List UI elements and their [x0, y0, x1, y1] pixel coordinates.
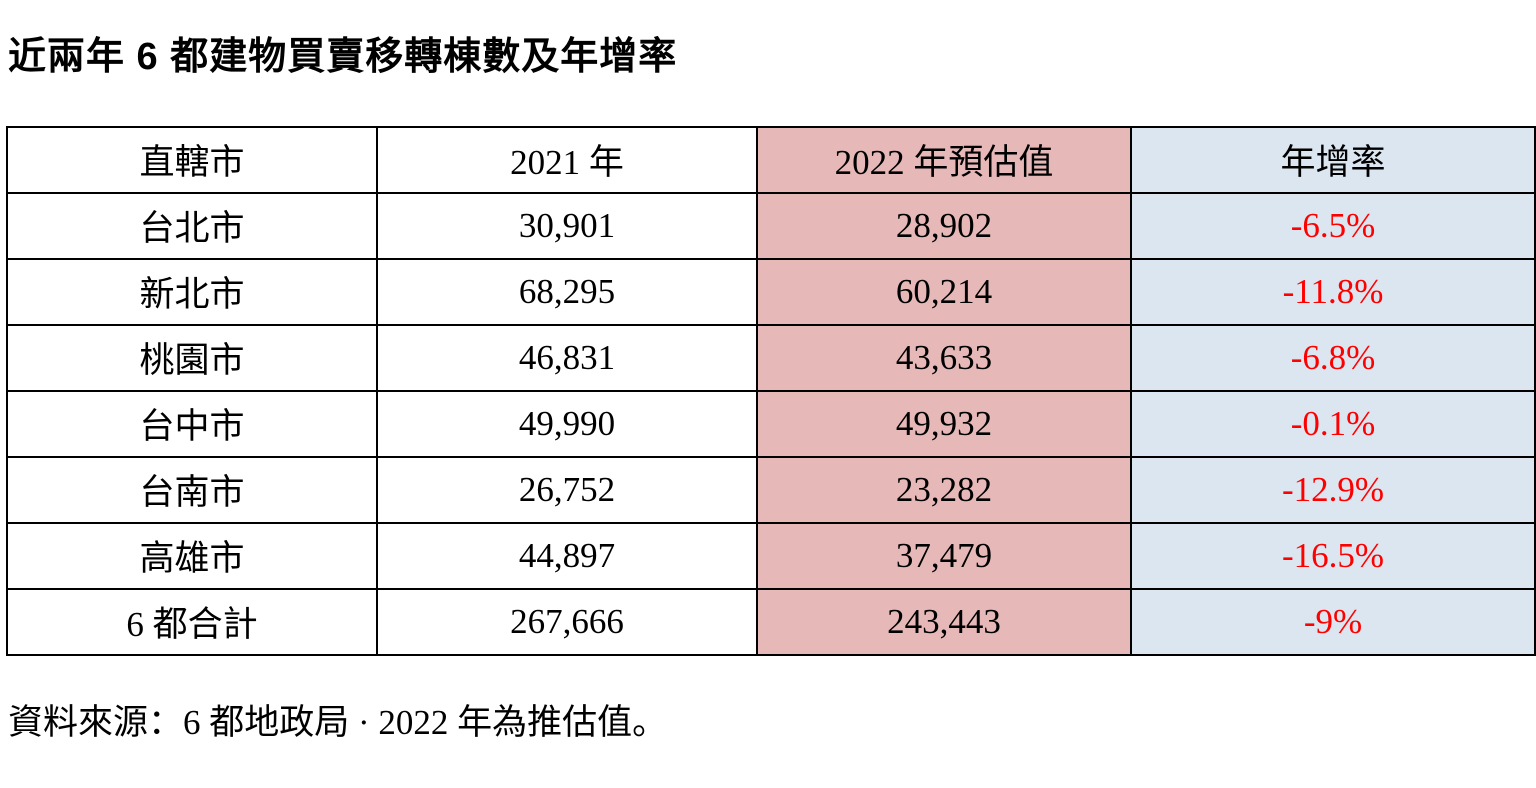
page-title: 近兩年 6 都建物買賣移轉棟數及年增率: [8, 36, 678, 78]
cell-yoy-rate: -9%: [1130, 587, 1536, 656]
cell-2022-estimate: 37,479: [756, 521, 1132, 590]
cell-municipality: 高雄市: [6, 521, 378, 590]
cell-2021: 30,901: [376, 191, 758, 260]
cell-2021: 68,295: [376, 257, 758, 326]
cell-2022-estimate: 23,282: [756, 455, 1132, 524]
cell-municipality: 新北市: [6, 257, 378, 326]
cell-yoy-rate: -11.8%: [1130, 257, 1536, 326]
cell-municipality: 桃園市: [6, 323, 378, 392]
column-header-municipality: 直轄市: [6, 125, 378, 194]
cell-municipality: 台北市: [6, 191, 378, 260]
cell-2021: 49,990: [376, 389, 758, 458]
cell-municipality: 台南市: [6, 455, 378, 524]
source-note: 資料來源：6 都地政局 · 2022 年為推估值。: [8, 702, 668, 742]
column-header-2021: 2021 年: [376, 125, 758, 194]
cell-2022-estimate: 43,633: [756, 323, 1132, 392]
cell-2022-estimate: 28,902: [756, 191, 1132, 260]
table-row: 桃園市 46,831 43,633 -6.8%: [6, 323, 1536, 392]
cell-2021: 46,831: [376, 323, 758, 392]
table-row: 高雄市 44,897 37,479 -16.5%: [6, 521, 1536, 590]
table-row-total: 6 都合計 267,666 243,443 -9%: [6, 587, 1536, 656]
cell-yoy-rate: -16.5%: [1130, 521, 1536, 590]
cell-yoy-rate: -12.9%: [1130, 455, 1536, 524]
cell-2021: 26,752: [376, 455, 758, 524]
cell-2021: 267,666: [376, 587, 758, 656]
cell-2022-estimate: 243,443: [756, 587, 1132, 656]
column-header-2022-estimate: 2022 年預估值: [756, 125, 1132, 194]
cell-yoy-rate: -0.1%: [1130, 389, 1536, 458]
cell-2022-estimate: 49,932: [756, 389, 1132, 458]
table-row: 台北市 30,901 28,902 -6.5%: [6, 191, 1536, 260]
cell-2021: 44,897: [376, 521, 758, 590]
data-table: 直轄市 2021 年 2022 年預估值 年增率 台北市 30,901 28,9…: [6, 125, 1536, 656]
cell-2022-estimate: 60,214: [756, 257, 1132, 326]
cell-yoy-rate: -6.5%: [1130, 191, 1536, 260]
cell-municipality: 台中市: [6, 389, 378, 458]
table-row: 新北市 68,295 60,214 -11.8%: [6, 257, 1536, 326]
column-header-yoy: 年增率: [1130, 125, 1536, 194]
cell-municipality: 6 都合計: [6, 587, 378, 656]
table-row: 台南市 26,752 23,282 -12.9%: [6, 455, 1536, 524]
cell-yoy-rate: -6.8%: [1130, 323, 1536, 392]
header-row: 直轄市 2021 年 2022 年預估值 年增率: [6, 125, 1536, 194]
table-row: 台中市 49,990 49,932 -0.1%: [6, 389, 1536, 458]
